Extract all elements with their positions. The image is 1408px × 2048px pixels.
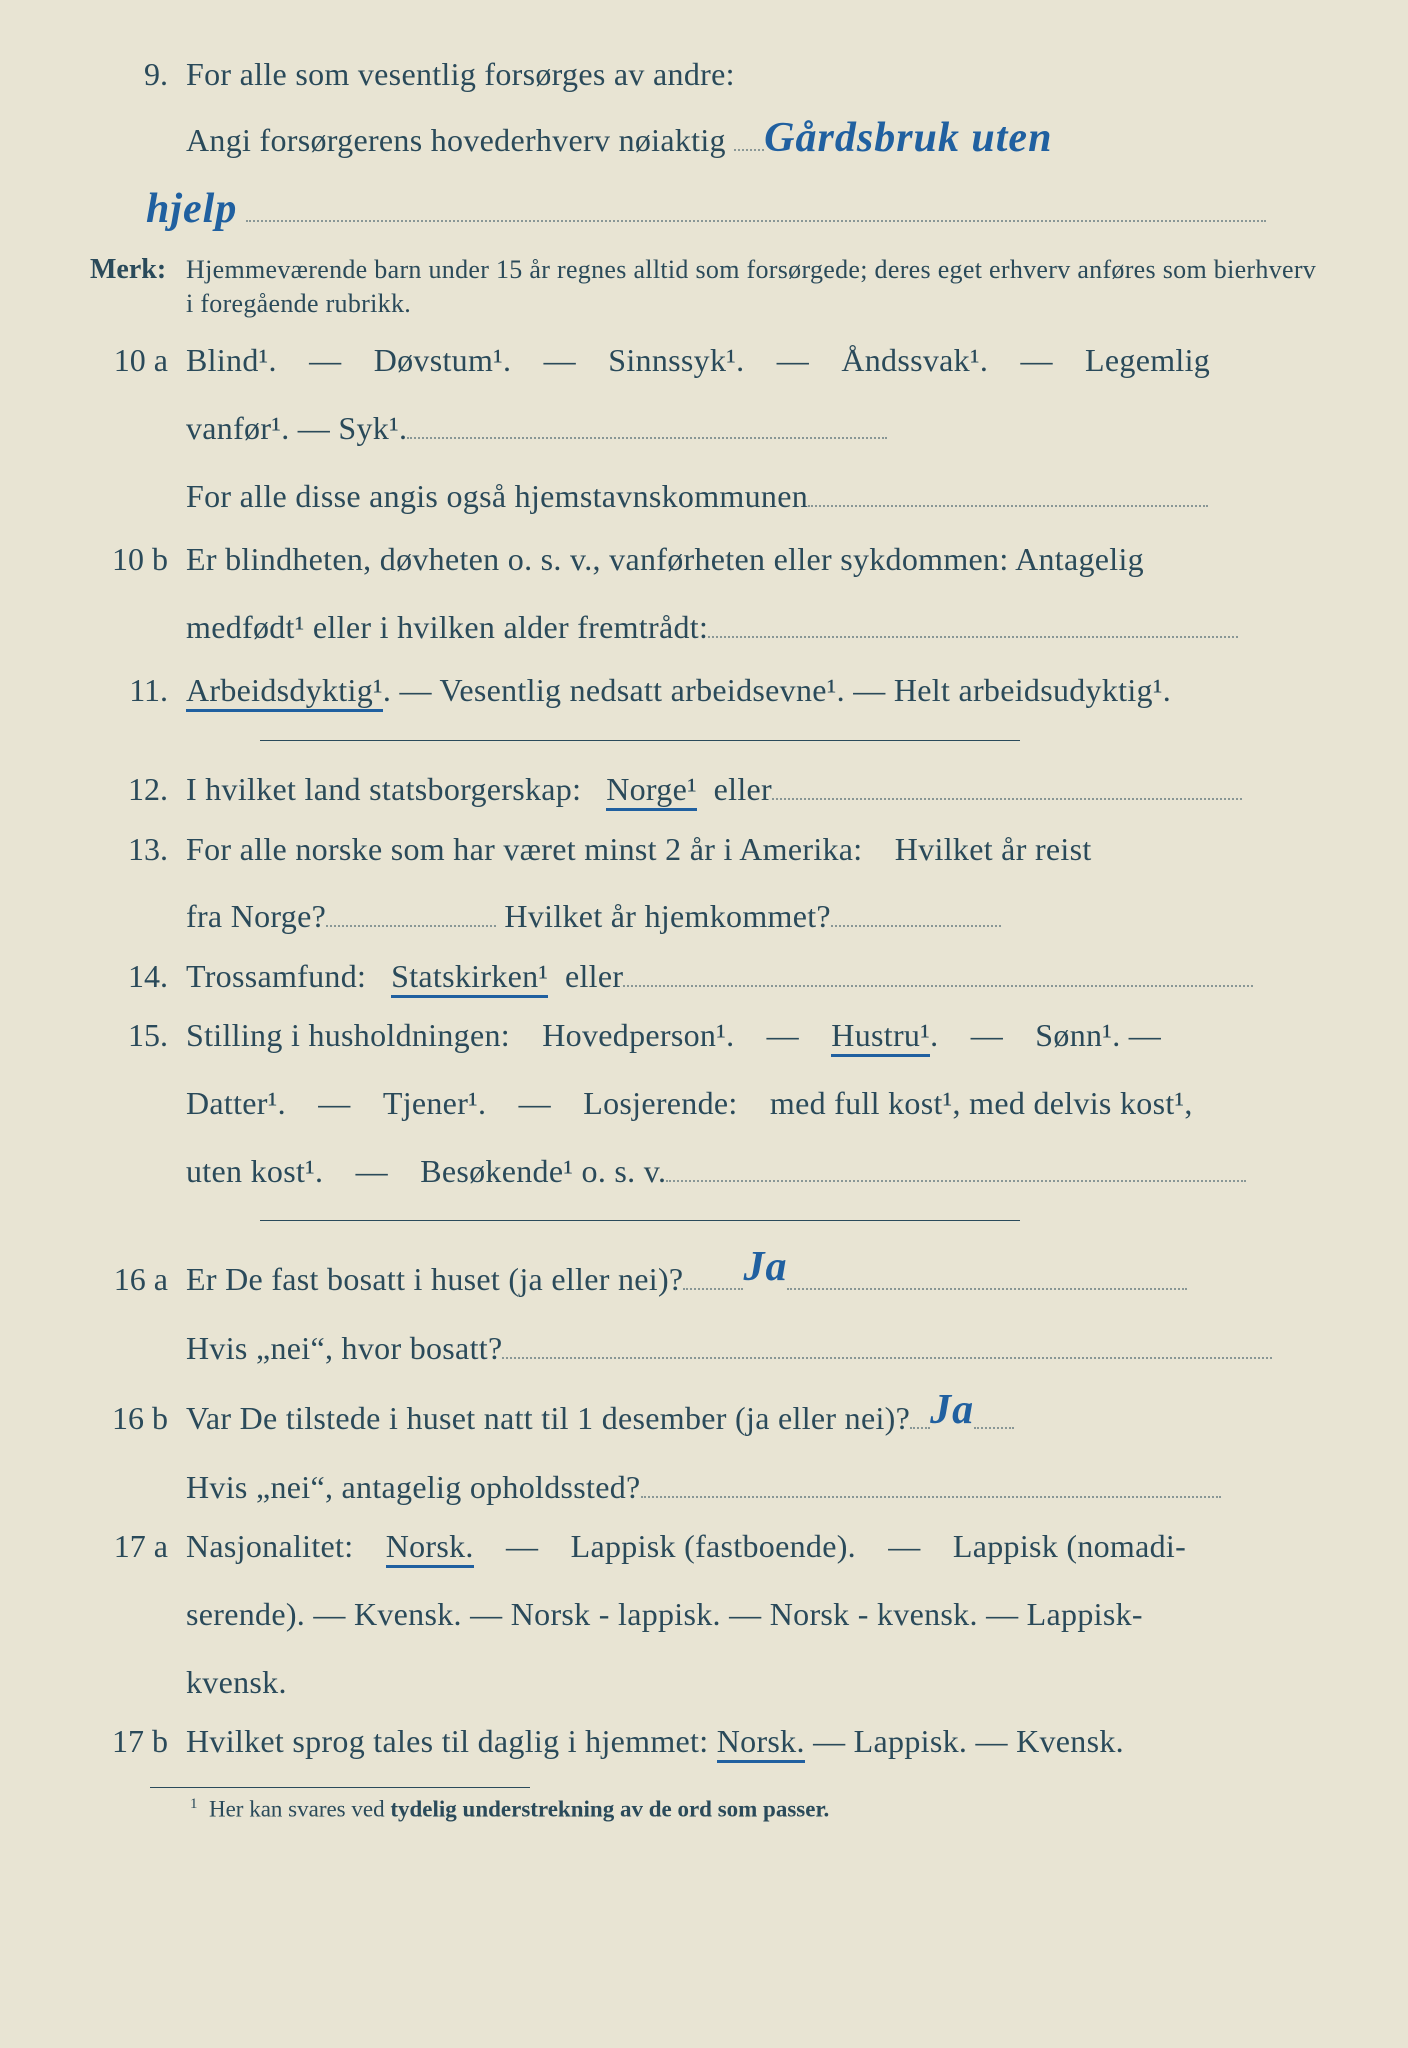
q17a-underlined: Norsk.	[386, 1528, 474, 1568]
q13-line2: fra Norge? Hvilket år hjemkommet?	[90, 892, 1328, 942]
q10a-line2: vanfør¹. — Syk¹.	[90, 404, 1328, 454]
footnote-sup: 1	[190, 1796, 197, 1812]
q13-text1: For alle norske som har været minst 2 år…	[186, 825, 1328, 875]
merk-row: Merk: Hjemmeværende barn under 15 år reg…	[90, 248, 1328, 321]
q15-text1a: Stilling i husholdningen: Hovedperson¹. …	[186, 1017, 831, 1053]
merk-label: Merk:	[90, 248, 186, 291]
q14-underlined: Statskirken¹	[391, 958, 548, 998]
q15-text2: Datter¹. — Tjener¹. — Losjerende: med fu…	[186, 1079, 1328, 1129]
q17a-line2: serende). — Kvensk. — Norsk - lappisk. —…	[90, 1590, 1328, 1640]
separator-2	[260, 1220, 1020, 1221]
q9-text1: For alle som vesentlig forsørges av andr…	[186, 50, 1328, 100]
q16a-number: 16 a	[90, 1255, 186, 1305]
q12-underlined: Norge¹	[606, 771, 697, 811]
q17b-underlined: Norsk.	[717, 1723, 805, 1763]
q17a-number: 17 a	[90, 1522, 186, 1572]
footnote-a: Her kan svares ved	[209, 1797, 390, 1822]
q10b-number: 10 b	[90, 535, 186, 585]
q10a-line3: For alle disse angis også hjemstavnskomm…	[90, 472, 1328, 522]
q17a-line3: kvensk.	[90, 1658, 1328, 1708]
q11-number: 11.	[90, 666, 186, 716]
q13-text2b: Hvilket år hjemkommet?	[504, 898, 831, 934]
q16b-text1: Var De tilstede i huset natt til 1 desem…	[186, 1400, 910, 1436]
footnote-rule	[150, 1787, 530, 1788]
q10b-text1: Er blindheten, døvheten o. s. v., vanfør…	[186, 535, 1328, 585]
q13-number: 13.	[90, 825, 186, 875]
q11-underlined: Arbeidsdyktig¹	[186, 672, 383, 712]
q16b-text2: Hvis „nei“, antagelig opholdssted?	[186, 1469, 641, 1505]
q15-line2: Datter¹. — Tjener¹. — Losjerende: med fu…	[90, 1079, 1328, 1129]
q15-text3: uten kost¹. — Besøkende¹ o. s. v.	[186, 1153, 666, 1189]
q15-text1b: . — Sønn¹. —	[930, 1017, 1161, 1053]
q12-row: 12. I hvilket land statsborgerskap: Norg…	[90, 765, 1328, 815]
q10a-text1: Blind¹. — Døvstum¹. — Sinnssyk¹. — Åndss…	[186, 336, 1328, 386]
q15-underlined: Hustru¹	[831, 1017, 930, 1057]
q16b-line1: 16 b Var De tilstede i huset natt til 1 …	[90, 1384, 1328, 1449]
q12-b: eller	[714, 771, 772, 807]
q17a-line1: 17 a Nasjonalitet: Norsk. — Lappisk (fas…	[90, 1522, 1328, 1572]
q17b-row: 17 b Hvilket sprog tales til daglig i hj…	[90, 1717, 1328, 1767]
q11-row: 11. Arbeidsdyktig¹. — Vesentlig nedsatt …	[90, 666, 1328, 716]
q14-a: Trossamfund:	[186, 958, 366, 994]
q17a-text3: kvensk.	[186, 1658, 1328, 1708]
q17b-a: Hvilket sprog tales til daglig i hjemmet…	[186, 1723, 717, 1759]
q10b-line2: medfødt¹ eller i hvilken alder fremtrådt…	[90, 603, 1328, 653]
q10a-text3: For alle disse angis også hjemstavnskomm…	[186, 478, 808, 514]
q16a-text1: Er De fast bosatt i huset (ja eller nei)…	[186, 1261, 683, 1297]
footnote-bold: tydelig understrekning av de ord som pas…	[390, 1797, 829, 1822]
q10a-text2: vanfør¹. — Syk¹.	[186, 410, 407, 446]
q11-rest: . — Vesentlig nedsatt arbeidsevne¹. — He…	[383, 672, 1171, 708]
q17a-a: Nasjonalitet:	[186, 1528, 386, 1564]
q12-number: 12.	[90, 765, 186, 815]
q9-hand2: hjelp	[146, 186, 237, 232]
q10a-number: 10 a	[90, 336, 186, 386]
q17a-b: — Lappisk (fastboende). — Lappisk (nomad…	[474, 1528, 1186, 1564]
q17b-number: 17 b	[90, 1717, 186, 1767]
separator-1	[260, 740, 1020, 741]
q14-number: 14.	[90, 952, 186, 1002]
q10b-line1: 10 b Er blindheten, døvheten o. s. v., v…	[90, 535, 1328, 585]
q13-text2a: fra Norge?	[186, 898, 326, 934]
q16b-hand: Ja	[930, 1387, 974, 1433]
q16a-hand: Ja	[743, 1244, 787, 1290]
q15-number: 15.	[90, 1011, 186, 1061]
q17b-b: — Lappisk. — Kvensk.	[805, 1723, 1124, 1759]
q10a-line1: 10 a Blind¹. — Døvstum¹. — Sinnssyk¹. — …	[90, 336, 1328, 386]
q9-line2: Angi forsørgerens hovederhverv nøiaktig …	[90, 106, 1328, 171]
q16b-number: 16 b	[90, 1394, 186, 1444]
q17a-text2: serende). — Kvensk. — Norsk - lappisk. —…	[186, 1590, 1328, 1640]
q16b-line2: Hvis „nei“, antagelig opholdssted?	[90, 1463, 1328, 1513]
q15-line1: 15. Stilling i husholdningen: Hovedperso…	[90, 1011, 1328, 1061]
q14-row: 14. Trossamfund: Statskirken¹ eller	[90, 952, 1328, 1002]
q9-line3: hjelp	[90, 177, 1328, 242]
q14-b: eller	[565, 958, 623, 994]
q16a-text2: Hvis „nei“, hvor bosatt?	[186, 1330, 502, 1366]
q13-line1: 13. For alle norske som har været minst …	[90, 825, 1328, 875]
q15-line3: uten kost¹. — Besøkende¹ o. s. v.	[90, 1147, 1328, 1197]
q16a-line2: Hvis „nei“, hvor bosatt?	[90, 1324, 1328, 1374]
q9-hand1: Gårdsbruk uten	[764, 115, 1052, 161]
q9-number: 9.	[90, 50, 186, 100]
merk-text: Hjemmeværende barn under 15 år regnes al…	[186, 253, 1328, 321]
q9-text2: Angi forsørgerens hovederhverv nøiaktig	[186, 122, 726, 158]
q9-line1: 9. For alle som vesentlig forsørges av a…	[90, 50, 1328, 100]
footnote: 1 Her kan svares ved tydelig understrekn…	[190, 1796, 1328, 1823]
q10b-text2: medfødt¹ eller i hvilken alder fremtrådt…	[186, 609, 708, 645]
q12-a: I hvilket land statsborgerskap:	[186, 771, 581, 807]
q16a-line1: 16 a Er De fast bosatt i huset (ja eller…	[90, 1245, 1328, 1310]
